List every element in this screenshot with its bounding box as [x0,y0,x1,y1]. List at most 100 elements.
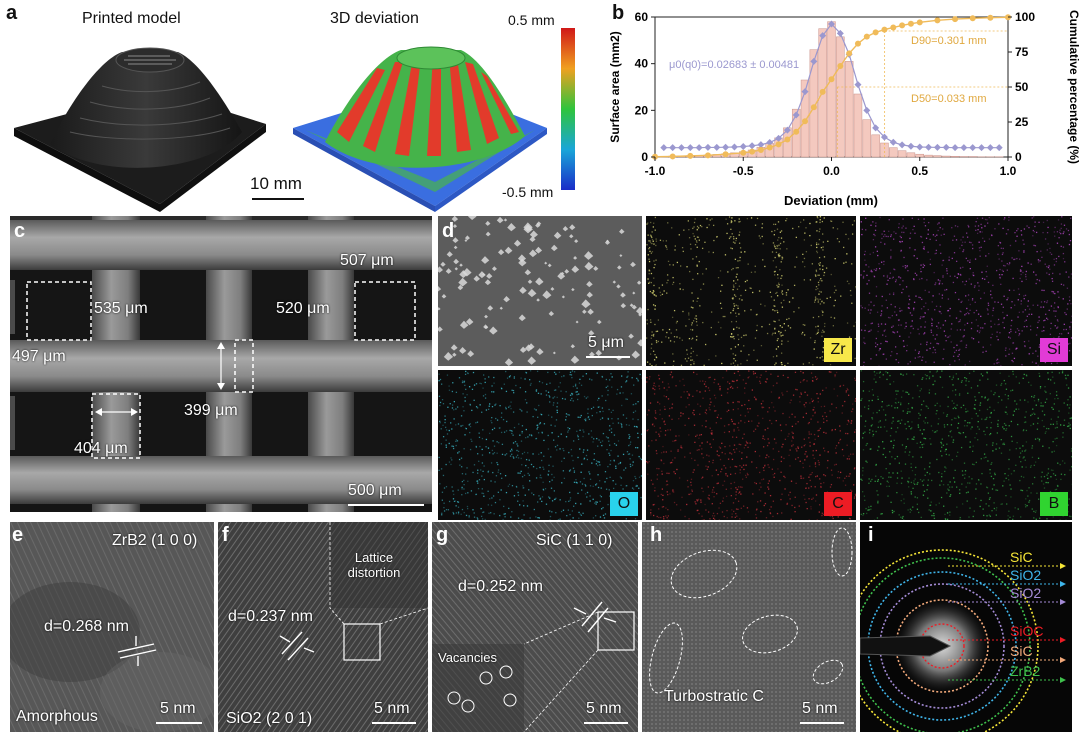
panel-h-turbostratic: Turbostratic C [664,688,764,705]
eds-map-b: B [860,370,1072,520]
fit-marker [775,134,783,142]
panel-e-scale-label: 5 nm [160,700,196,717]
histogram-bar [871,134,880,158]
panel-d-scale-label: 5 μm [588,334,624,351]
y-left-tick-label: 40 [635,57,649,71]
ring-indicator-arrow [1060,581,1066,587]
panel-g-scale-bar [584,722,628,724]
panel-f-dspacing: d=0.237 nm [228,608,313,625]
fit-marker [739,143,747,150]
fit-marker [863,106,871,114]
cumulative-marker [899,22,906,29]
eds-map-si: Si [860,216,1072,366]
fit-marker [783,126,791,134]
panel-a-scale-label: 10 mm [250,174,302,193]
dim-404: 404 μm [74,440,128,457]
deviation-model-image [293,46,547,212]
cumulative-marker [987,14,994,21]
cumulative-marker [863,33,870,40]
dim-507: 507 μm [340,252,394,269]
ring-indicator-arrow [1060,599,1066,605]
cumulative-marker [775,141,782,148]
ring-label: SiC [1010,643,1033,659]
fit-marker [880,133,888,141]
cumulative-marker [969,15,976,22]
annotation-d50: D50=0.033 mm [911,93,987,105]
cumulative-marker [890,24,897,31]
panel-e-label: e [12,524,24,546]
panel-c-sem-image: c 507 μm 535 μm 520 μm 497 μm 399 μm 404… [10,216,432,512]
fit-marker [722,143,730,151]
fit-marker [757,141,765,149]
panel-f-plane: SiO2 (2 0 1) [226,710,313,727]
fit-marker [828,20,835,28]
fit-marker [933,143,941,151]
fit-marker [854,81,862,89]
ring-indicator-arrow [1060,637,1066,643]
panel-g-scale-label: 5 nm [586,700,622,717]
histogram-bar [836,36,845,158]
diffraction-ring [860,557,1031,732]
cumulative-marker [907,20,914,27]
histogram-bar [933,155,942,158]
fit-marker [969,144,977,152]
fit-marker [810,57,818,65]
fit-marker [801,88,809,96]
fit-marker [748,142,756,150]
fit-marker [960,144,968,152]
y-left-tick-label: 60 [635,10,649,24]
colorbar-max-label: 0.5 mm [508,12,555,28]
fit-marker [766,139,774,147]
fit-marker [986,144,994,152]
ring-label: SiO2 [1010,585,1042,601]
fit-marker [695,144,703,152]
y-right-tick-label: 50 [1015,80,1029,94]
cumulative-marker [837,63,844,69]
fit-marker [836,29,844,37]
histogram-bar [950,156,960,158]
cumulative-marker [916,19,923,26]
fit-marker [995,144,1003,152]
panel-f-label: f [222,524,229,546]
y-left-tick-label: 20 [635,103,649,117]
fit-marker [660,144,668,152]
x-tick-label: 0.0 [823,164,840,178]
x-tick-label: -0.5 [733,164,754,178]
histogram-bar [862,119,872,158]
cumulative-marker [881,26,888,33]
panel-g-label: g [436,524,449,546]
dim-497: 497 μm [12,348,66,365]
panel-d-scale-bar [586,356,630,358]
dim-535: 535 μm [94,300,148,317]
histogram-bar [889,147,898,158]
ring-label: ZrB2 [1010,663,1041,679]
y-left-tick-label: 0 [641,150,648,164]
eds-map-c: C [646,370,856,520]
histogram-bar [853,93,863,158]
panel-g-hrtem-image: g SiC (1 1 0) d=0.252 nm Vacancies 5 nm [432,522,638,732]
panel-e-amorphous: Amorphous [16,708,98,725]
printed-model-image [14,47,266,212]
fit-marker [792,111,800,119]
fit-marker [713,143,721,151]
fit-marker [872,124,880,132]
eds-map-zr: Zr [646,216,856,366]
cumulative-marker [819,88,826,95]
panel-h-scale-bar [800,722,844,724]
ring-indicator-arrow [1060,677,1066,683]
panel-e-scale-bar [156,722,202,724]
diffraction-ring [879,583,1005,709]
panel-h-label: h [650,524,663,546]
panel-f-hrtem-image: f d=0.237 nm Lattice distortion SiO2 (2 … [218,522,428,732]
eds-label-o: O [610,492,638,516]
cumulative-marker [846,50,853,57]
cumulative-marker [704,152,711,159]
deviation-colorbar [561,28,575,190]
panel-c-scale-bar [348,504,424,506]
eds-label-zr: Zr [824,338,852,362]
histogram-bar [924,154,933,158]
x-tick-label: -1.0 [645,164,666,178]
fit-marker [951,144,959,152]
histogram-bar [827,21,836,158]
ring-indicator-arrow [1060,657,1066,663]
